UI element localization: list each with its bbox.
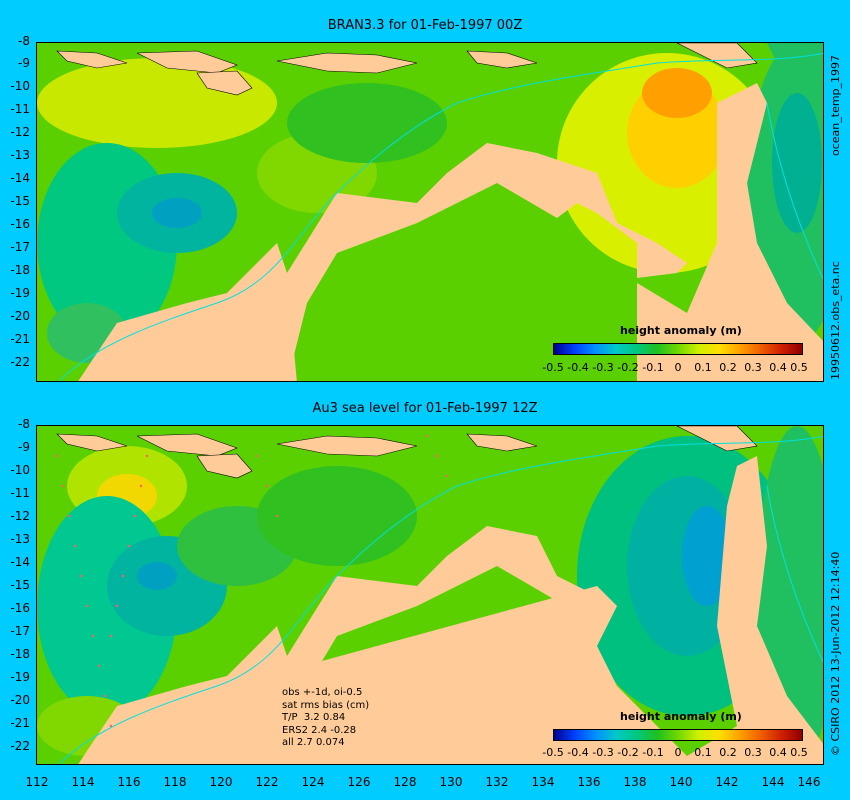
y-tick: -21 xyxy=(10,332,30,346)
y-tick: -20 xyxy=(10,309,30,323)
y-tick: -9 xyxy=(18,56,30,70)
y-tick: -18 xyxy=(10,263,30,277)
colorbar-tick: -0.4 xyxy=(567,361,589,374)
x-tick: 146 xyxy=(797,775,821,789)
top-colorbar-title: height anomaly (m) xyxy=(620,324,742,337)
side-label-middle: 19950612.obs_eta.nc xyxy=(829,261,842,380)
colorbar-tick: 0.1 xyxy=(694,361,712,374)
satellite-track-points xyxy=(55,434,449,728)
colorbar-tick: 0.4 xyxy=(769,361,787,374)
y-tick: -10 xyxy=(10,463,30,477)
bottom-colorbar-title: height anomaly (m) xyxy=(620,710,742,723)
x-tick: 134 xyxy=(531,775,555,789)
top-map-canvas xyxy=(37,43,823,381)
y-tick: -21 xyxy=(10,716,30,730)
colorbar-tick: -0.2 xyxy=(617,746,639,759)
stats-line: all 2.7 0.074 xyxy=(282,737,345,748)
bottom-colorbar xyxy=(553,729,803,741)
y-tick: -14 xyxy=(10,171,30,185)
x-tick: 120 xyxy=(209,775,233,789)
bottom-map xyxy=(36,425,824,765)
x-tick: 142 xyxy=(715,775,739,789)
colorbar-tick: 0.2 xyxy=(719,361,737,374)
colorbar-tick: -0.3 xyxy=(592,746,614,759)
colorbar-tick: 0.3 xyxy=(744,361,762,374)
y-tick: -9 xyxy=(18,440,30,454)
colorbar-tick: 0 xyxy=(674,746,682,759)
y-tick: -8 xyxy=(18,34,30,48)
y-tick: -11 xyxy=(10,486,30,500)
y-tick: -20 xyxy=(10,693,30,707)
y-tick: -22 xyxy=(10,739,30,753)
y-tick: -12 xyxy=(10,509,30,523)
x-tick: 114 xyxy=(71,775,95,789)
y-tick: -15 xyxy=(10,194,30,208)
x-tick: 112 xyxy=(25,775,49,789)
stats-line: obs +-1d, oi-0.5 xyxy=(282,687,363,698)
y-tick: -13 xyxy=(10,532,30,546)
side-label-bottom: © CSIRO 2012 13-Jun-2012 12:14:40 xyxy=(829,551,842,756)
colorbar-tick: -0.5 xyxy=(542,361,564,374)
colorbar-tick: 0.2 xyxy=(719,746,737,759)
colorbar-tick: 0 xyxy=(674,361,682,374)
colorbar-tick: -0.1 xyxy=(642,361,664,374)
y-tick: -16 xyxy=(10,217,30,231)
y-tick: -18 xyxy=(10,647,30,661)
colorbar-tick: 0.5 xyxy=(790,746,808,759)
x-tick: 126 xyxy=(347,775,371,789)
y-tick: -13 xyxy=(10,148,30,162)
y-tick: -14 xyxy=(10,555,30,569)
y-tick: -11 xyxy=(10,102,30,116)
x-tick: 128 xyxy=(393,775,417,789)
y-tick: -19 xyxy=(10,670,30,684)
top-map xyxy=(36,42,824,382)
colorbar-tick: -0.1 xyxy=(642,746,664,759)
bottom-panel-title: Au3 sea level for 01-Feb-1997 12Z xyxy=(312,401,538,416)
colorbar-tick: -0.4 xyxy=(567,746,589,759)
y-tick: -17 xyxy=(10,240,30,254)
y-tick: -8 xyxy=(18,417,30,431)
colorbar-tick: -0.5 xyxy=(542,746,564,759)
x-tick: 122 xyxy=(255,775,279,789)
x-tick: 140 xyxy=(669,775,693,789)
stats-line: T/P 3.2 0.84 xyxy=(282,712,346,723)
y-tick: -22 xyxy=(10,355,30,369)
side-label-top: ocean_temp_1997 xyxy=(829,54,842,156)
y-tick: -10 xyxy=(10,79,30,93)
x-tick: 130 xyxy=(439,775,463,789)
top-panel-title: BRAN3.3 for 01-Feb-1997 00Z xyxy=(327,18,523,33)
bottom-map-canvas xyxy=(37,426,823,764)
x-tick: 144 xyxy=(761,775,785,789)
colorbar-tick: 0.1 xyxy=(694,746,712,759)
x-tick: 124 xyxy=(301,775,325,789)
stats-line: ERS2 2.4 -0.28 xyxy=(282,724,357,736)
x-tick: 138 xyxy=(623,775,647,789)
top-colorbar xyxy=(553,343,803,355)
satellite-stats: obs +-1d, oi-0.5 sat rms bias (cm) T/P 3… xyxy=(282,687,369,750)
y-tick: -17 xyxy=(10,624,30,638)
x-tick: 136 xyxy=(577,775,601,789)
x-tick: 132 xyxy=(485,775,509,789)
y-tick: -12 xyxy=(10,125,30,139)
colorbar-tick: -0.2 xyxy=(617,361,639,374)
y-tick: -16 xyxy=(10,601,30,615)
colorbar-tick: 0.5 xyxy=(790,361,808,374)
x-tick: 116 xyxy=(117,775,141,789)
y-tick: -15 xyxy=(10,578,30,592)
x-tick: 118 xyxy=(163,775,187,789)
colorbar-tick: -0.3 xyxy=(592,361,614,374)
colorbar-tick: 0.4 xyxy=(769,746,787,759)
stats-line: sat rms bias (cm) xyxy=(282,699,370,711)
colorbar-tick: 0.3 xyxy=(744,746,762,759)
y-tick: -19 xyxy=(10,286,30,300)
